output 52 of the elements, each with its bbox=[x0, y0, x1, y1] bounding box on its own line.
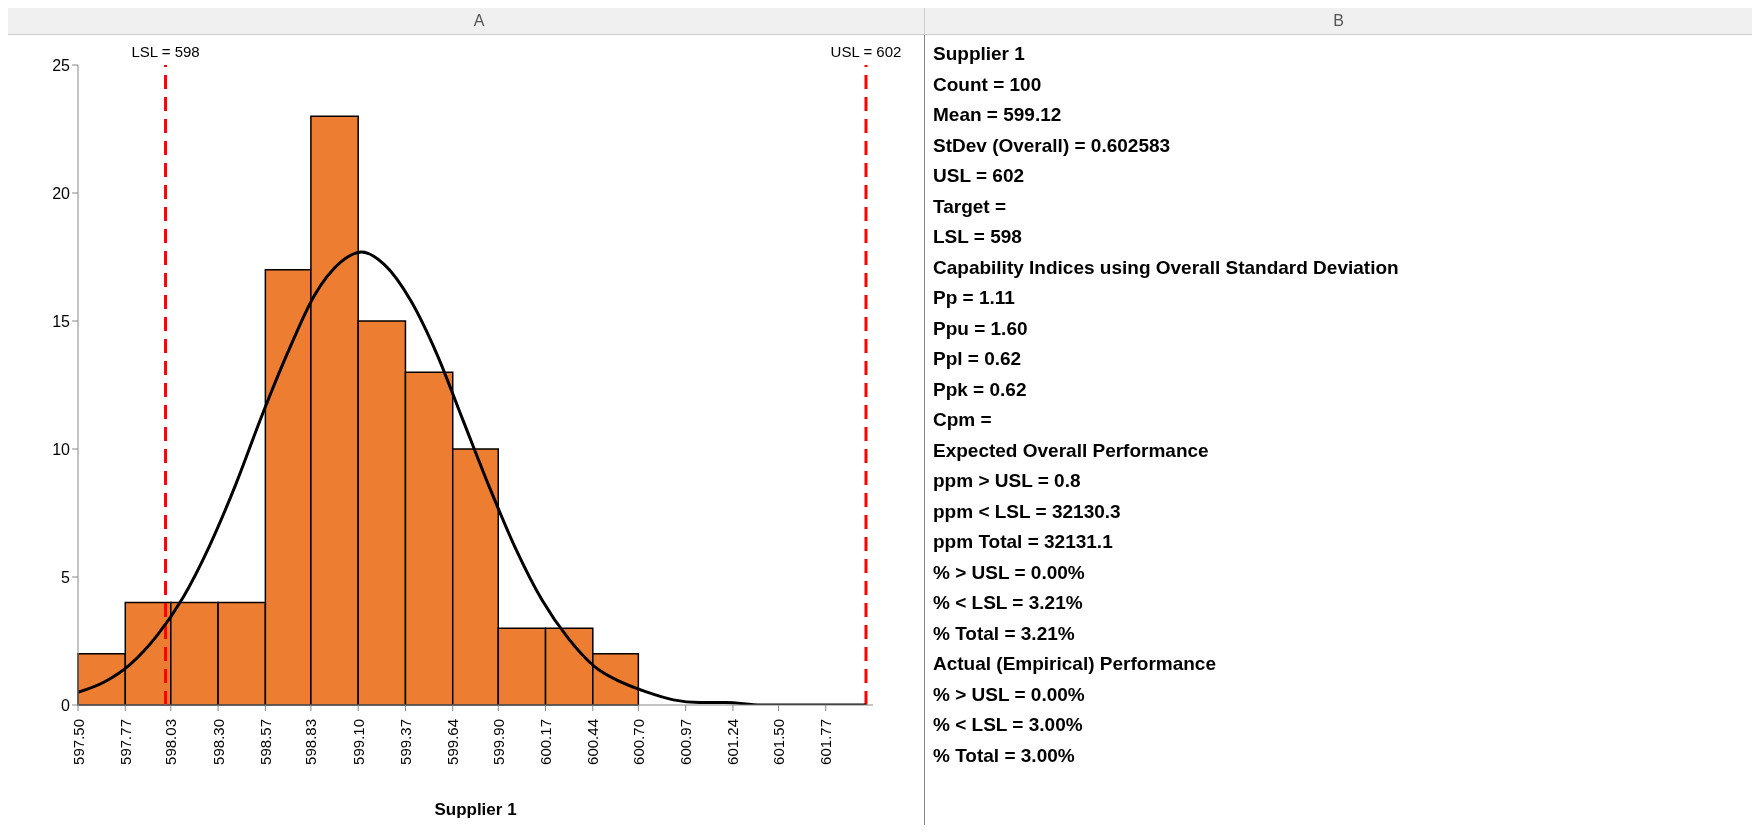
text: LSL = 598 bbox=[933, 225, 1023, 249]
x-tick-label: 598.30 bbox=[209, 719, 227, 765]
text: B bbox=[1332, 11, 1345, 31]
x-axis-title: Supplier 1 bbox=[434, 800, 517, 819]
text: % Total = 3.00% bbox=[933, 743, 1076, 768]
text: Pp = 1.11 bbox=[933, 286, 1016, 310]
y-tick-label: 20 bbox=[52, 184, 71, 202]
text: % < LSL = 3.00% bbox=[933, 713, 1084, 737]
text: Ppk = 0.62 bbox=[933, 377, 1028, 402]
text: % < LSL = 3.21% bbox=[933, 591, 1084, 615]
text: Capability Indices using Overall Standard Deviation bbox=[933, 255, 1399, 280]
x-tick-label: 599.10 bbox=[349, 719, 367, 765]
text: ppm > USL = 0.8 bbox=[933, 469, 1082, 493]
ref-line-label: LSL = 598 bbox=[131, 43, 200, 60]
text: Mean = 599.12 bbox=[933, 103, 1063, 127]
x-tick-label: 600.44 bbox=[584, 719, 602, 765]
text: Ppl = 0.62 bbox=[933, 347, 1023, 371]
x-tick-label: 601.24 bbox=[724, 719, 742, 765]
x-tick-label: 600.17 bbox=[537, 719, 555, 765]
text: Expected Overall Performance bbox=[933, 438, 1210, 463]
text: Actual (Empirical) Performance bbox=[933, 652, 1217, 676]
x-tick-label: 600.97 bbox=[677, 719, 695, 765]
x-tick-label: 601.50 bbox=[769, 719, 787, 765]
text: % > USL = 0.00% bbox=[933, 682, 1086, 707]
x-tick-label: 598.83 bbox=[302, 719, 320, 765]
y-tick-label: 25 bbox=[52, 56, 71, 74]
ref-line-label: USL = 602 bbox=[830, 43, 902, 60]
y-tick-label: 5 bbox=[61, 568, 71, 586]
x-tick-label: 597.50 bbox=[69, 719, 87, 765]
text: ppm < LSL = 32130.3 bbox=[933, 499, 1122, 524]
y-tick-label: 10 bbox=[52, 440, 71, 458]
x-tick-label: 599.90 bbox=[489, 719, 507, 765]
text: ppm Total = 32131.1 bbox=[933, 530, 1114, 554]
x-tick-label: 601.77 bbox=[817, 719, 835, 765]
y-tick-label: 15 bbox=[52, 312, 71, 330]
text: Target = bbox=[933, 194, 1008, 219]
y-tick-label: 0 bbox=[61, 696, 71, 714]
text: Cpm = bbox=[933, 408, 993, 432]
text: Supplier 1 bbox=[933, 42, 1026, 66]
x-tick-label: 599.37 bbox=[396, 719, 414, 765]
x-tick-label: 600.70 bbox=[629, 719, 647, 765]
text: A bbox=[34, 8, 925, 34]
text: % > USL = 0.00% bbox=[933, 560, 1086, 585]
x-tick-label: 599.64 bbox=[444, 719, 462, 765]
x-tick-label: 598.03 bbox=[162, 719, 180, 765]
text: Count = 100 bbox=[933, 72, 1043, 97]
text: StDev (Overall) = 0.602583 bbox=[933, 133, 1172, 158]
x-tick-label: 598.57 bbox=[256, 719, 274, 765]
text: Ppu = 1.60 bbox=[933, 316, 1029, 341]
x-tick-label: 597.77 bbox=[116, 719, 134, 765]
text: USL = 602 bbox=[933, 164, 1025, 188]
text: % Total = 3.21% bbox=[933, 621, 1076, 646]
